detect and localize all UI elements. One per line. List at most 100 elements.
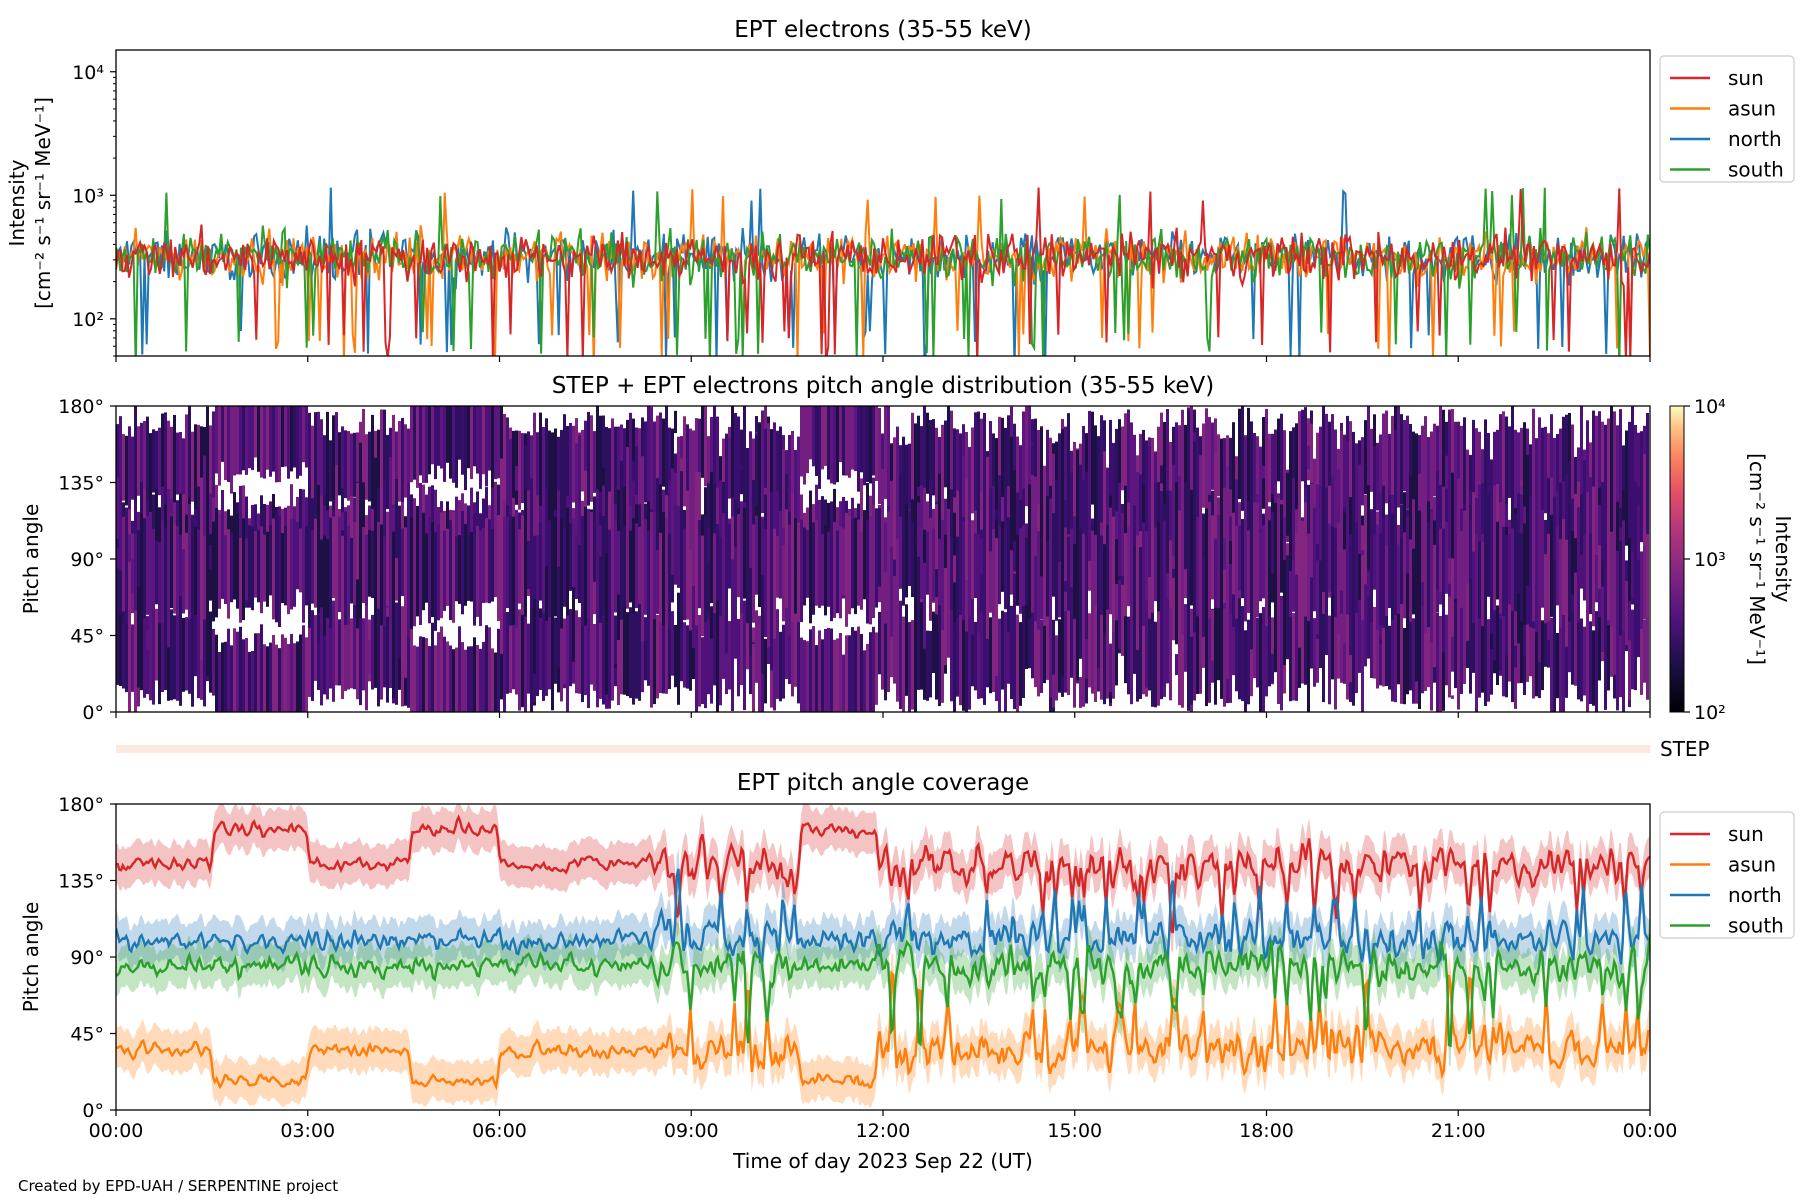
heatmap-cell bbox=[1049, 437, 1052, 525]
heatmap-cell bbox=[833, 521, 836, 618]
heatmap-cell bbox=[1436, 613, 1439, 712]
heatmap-cell bbox=[1544, 554, 1547, 624]
heatmap-cell bbox=[1517, 432, 1520, 542]
heatmap-cell bbox=[1118, 482, 1121, 576]
legend-label-north: north bbox=[1728, 883, 1782, 907]
y-tick-label: 90° bbox=[70, 549, 104, 571]
heatmap-cell bbox=[1586, 420, 1589, 502]
heatmap-cell bbox=[1520, 613, 1523, 684]
heatmap-cell bbox=[647, 532, 650, 640]
heatmap-cell bbox=[908, 507, 911, 586]
heatmap-cell bbox=[479, 648, 482, 712]
heatmap-cell bbox=[1619, 409, 1622, 522]
heatmap-cell bbox=[905, 561, 908, 571]
heatmap-cell bbox=[653, 421, 656, 515]
heatmap-cell bbox=[803, 527, 806, 606]
heatmap-cell bbox=[455, 647, 458, 712]
heatmap-cell bbox=[581, 621, 584, 696]
heatmap-cell bbox=[617, 426, 620, 500]
heatmap-cell bbox=[437, 632, 440, 712]
heatmap-cell bbox=[1346, 592, 1349, 700]
x-axis-label: Time of day 2023 Sep 22 (UT) bbox=[732, 1149, 1033, 1173]
heatmap-cell bbox=[272, 518, 275, 620]
x-tick-label: 00:00 bbox=[89, 1120, 144, 1142]
heatmap-cell bbox=[773, 422, 776, 512]
heatmap-cell bbox=[809, 629, 812, 712]
heatmap-cell bbox=[401, 528, 404, 597]
heatmap-cell bbox=[1235, 612, 1238, 692]
heatmap-cell bbox=[1169, 540, 1172, 608]
heatmap-cell bbox=[1421, 591, 1424, 694]
heatmap-cell bbox=[899, 600, 902, 710]
heatmap-cell bbox=[866, 406, 869, 483]
heatmap-cell bbox=[1313, 507, 1316, 612]
heatmap-cell bbox=[1223, 487, 1226, 569]
heatmap-cell bbox=[1031, 443, 1034, 445]
heatmap-cell bbox=[1043, 465, 1046, 566]
heatmap-cell bbox=[254, 406, 257, 458]
heatmap-cell bbox=[284, 526, 287, 606]
heatmap-cell bbox=[314, 412, 317, 519]
heatmap-cell bbox=[743, 600, 746, 711]
heatmap-cell bbox=[1322, 409, 1325, 592]
heatmap-cell bbox=[353, 615, 356, 690]
heatmap-cell bbox=[422, 637, 425, 712]
heatmap-cell bbox=[167, 420, 170, 518]
heatmap-cell bbox=[758, 615, 761, 712]
heatmap-cell bbox=[974, 412, 977, 523]
heatmap-cell bbox=[1562, 519, 1565, 616]
heatmap-cell bbox=[1430, 511, 1433, 643]
heatmap-cell bbox=[1070, 528, 1073, 588]
heatmap-cell bbox=[1400, 538, 1403, 605]
heatmap-cell bbox=[818, 630, 821, 712]
heatmap-cell bbox=[119, 611, 122, 686]
heatmap-cell bbox=[1592, 410, 1595, 525]
heatmap-cell bbox=[941, 619, 944, 703]
heatmap-cell bbox=[1601, 482, 1604, 596]
heatmap-cell bbox=[1247, 407, 1250, 506]
heatmap-cell bbox=[365, 534, 368, 606]
heatmap-cell bbox=[1277, 418, 1280, 482]
heatmap-cell bbox=[995, 438, 998, 512]
heatmap-cell bbox=[1304, 613, 1307, 685]
heatmap-cell bbox=[1547, 621, 1550, 640]
heatmap-cell bbox=[1550, 514, 1553, 617]
heatmap-cell bbox=[131, 558, 134, 594]
heatmap-cell bbox=[374, 457, 377, 673]
heatmap-cell bbox=[467, 406, 470, 469]
heatmap-cell bbox=[1511, 406, 1514, 514]
heatmap-cell bbox=[470, 646, 473, 712]
heatmap-cell bbox=[1505, 416, 1508, 513]
heatmap-cell bbox=[407, 482, 410, 638]
heatmap-cell bbox=[1478, 484, 1481, 549]
heatmap-cell bbox=[1427, 522, 1430, 627]
heatmap-cell bbox=[293, 519, 296, 607]
heatmap-cell bbox=[155, 541, 158, 605]
heatmap-cell bbox=[125, 618, 128, 693]
heatmap-cell bbox=[1595, 522, 1598, 603]
heatmap-cell bbox=[1004, 427, 1007, 497]
heatmap-cell bbox=[854, 630, 857, 712]
heatmap-cell bbox=[1079, 677, 1082, 708]
heatmap-cell bbox=[377, 429, 380, 503]
heatmap-cell bbox=[824, 406, 827, 466]
heatmap-cell bbox=[560, 606, 563, 702]
heatmap-cell bbox=[491, 529, 494, 602]
heatmap-cell bbox=[1418, 510, 1421, 622]
heatmap-cell bbox=[806, 641, 809, 712]
heatmap-cell bbox=[1193, 432, 1196, 442]
heatmap-cell bbox=[584, 611, 587, 696]
heatmap-cell bbox=[590, 612, 593, 685]
heatmap-cell bbox=[980, 538, 983, 575]
heatmap-cell bbox=[1637, 432, 1640, 505]
heatmap-cell bbox=[365, 434, 368, 500]
heatmap-cell bbox=[1586, 602, 1589, 712]
heatmap-cell bbox=[815, 645, 818, 712]
heatmap-cell bbox=[1196, 525, 1199, 617]
heatmap-cell bbox=[872, 406, 875, 476]
heatmap-cell bbox=[1253, 599, 1256, 679]
heatmap-cell bbox=[446, 641, 449, 712]
heatmap-cell bbox=[1646, 514, 1649, 618]
heatmap-cell bbox=[659, 412, 662, 517]
heatmap-cell bbox=[1007, 415, 1010, 503]
